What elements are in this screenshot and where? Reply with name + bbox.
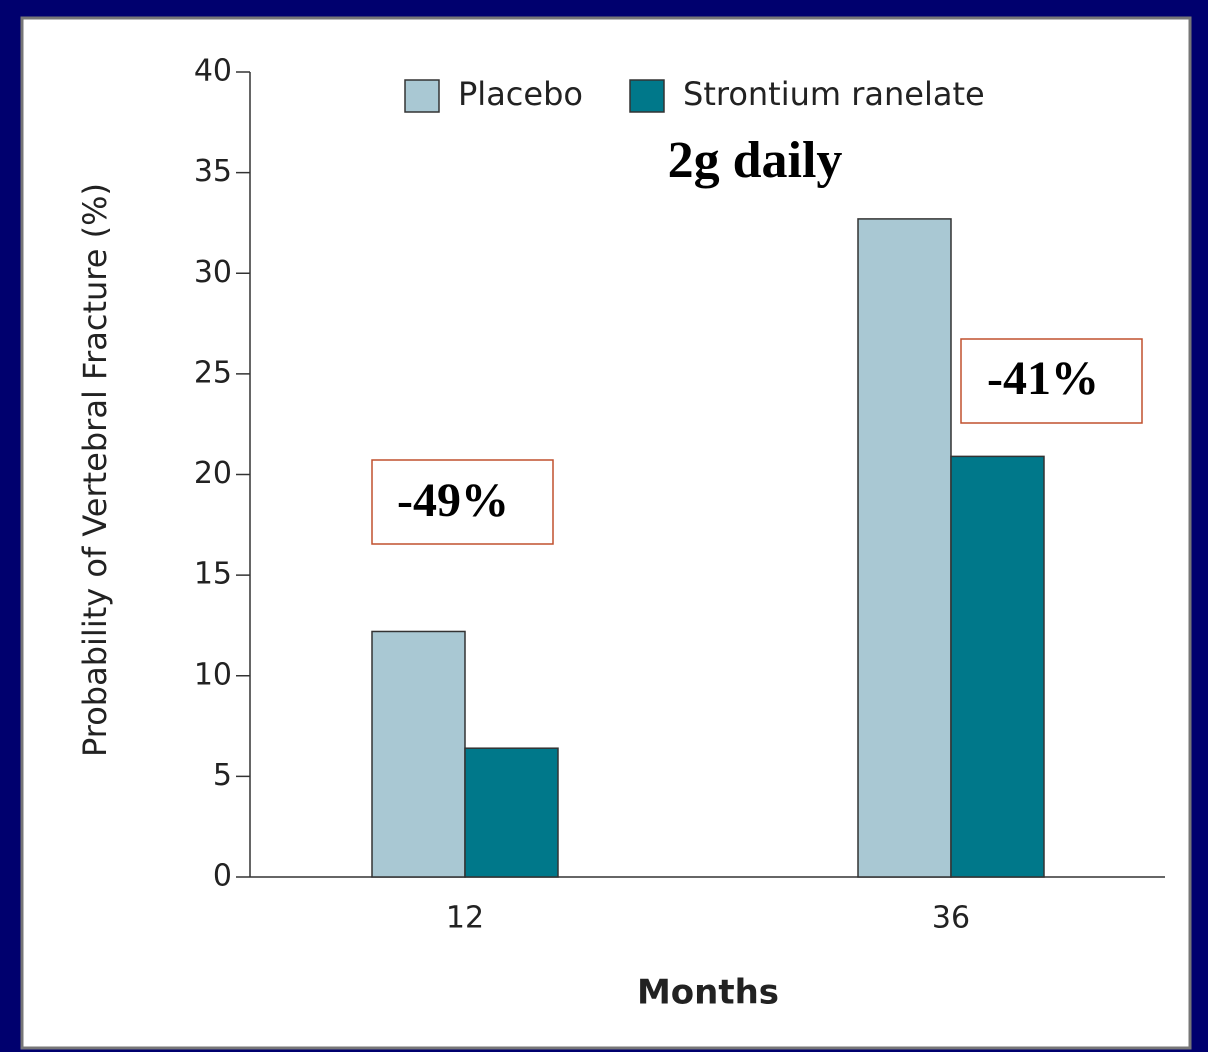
annotation: -49% bbox=[397, 474, 509, 527]
x-tick-label: 12 bbox=[446, 901, 484, 936]
y-tick-label: 25 bbox=[194, 355, 232, 390]
y-tick-label: 35 bbox=[194, 154, 232, 189]
legend-swatch bbox=[629, 79, 665, 113]
annotation-box bbox=[371, 459, 554, 545]
y-axis-label: Probability of Vertebral Fracture (%) bbox=[76, 183, 114, 757]
legend-swatch bbox=[404, 79, 440, 113]
bar bbox=[950, 455, 1045, 878]
annotation: 2g daily bbox=[668, 132, 843, 189]
annotation: -41% bbox=[987, 352, 1099, 405]
y-tick-label: 30 bbox=[194, 255, 232, 290]
y-tick-label: 40 bbox=[194, 54, 232, 89]
bar bbox=[464, 747, 559, 878]
y-tick-label: 15 bbox=[194, 557, 232, 592]
x-axis-label: Months bbox=[637, 973, 779, 1013]
y-tick-label: 5 bbox=[213, 758, 232, 793]
bar bbox=[857, 218, 952, 878]
legend-label: Strontium ranelate bbox=[683, 75, 985, 113]
bar bbox=[371, 630, 466, 878]
x-tick-label: 36 bbox=[932, 901, 970, 936]
y-tick-label: 20 bbox=[194, 456, 232, 491]
legend-label: Placebo bbox=[458, 75, 583, 113]
y-tick-label: 10 bbox=[194, 657, 232, 692]
y-tick-label: 0 bbox=[213, 859, 232, 894]
annotation-box bbox=[960, 338, 1143, 424]
